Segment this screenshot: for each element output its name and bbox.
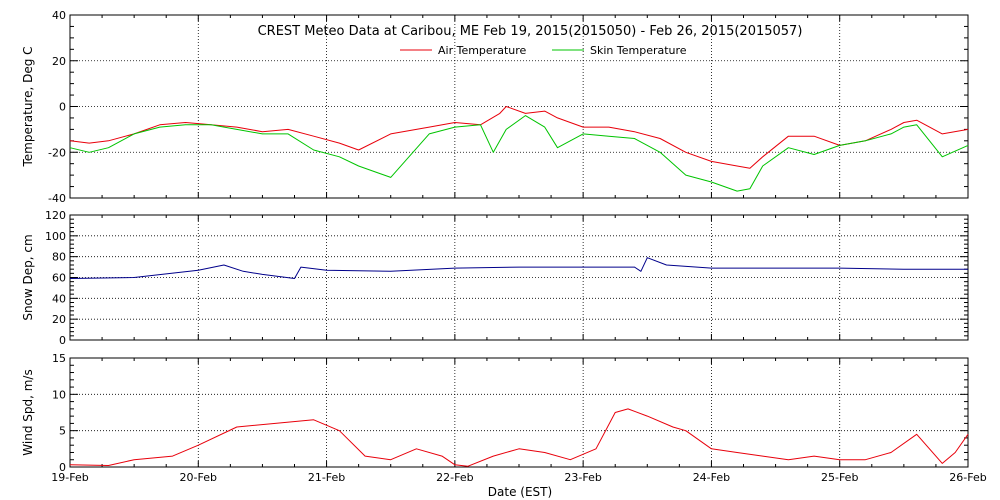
y-tick-label: 40 [52, 292, 66, 305]
y-tick-label: 0 [59, 101, 66, 114]
plot-frame [69, 357, 969, 468]
y-tick-label: 15 [52, 352, 66, 365]
x-axis-label: Date (EST) [488, 485, 552, 499]
x-tick-label: 22-Feb [436, 471, 473, 484]
y-tick-label: 100 [45, 230, 66, 243]
y-tick-label: -40 [48, 192, 66, 205]
panel-temperature: -40 -20 0 20 40 Temperature, Deg C [21, 9, 969, 205]
y-tick-label: 10 [52, 388, 66, 401]
y-tick-label: 0 [59, 461, 66, 474]
panels: -40 -20 0 20 40 Temperature, Deg C 0 20 40 60 80 10… [21, 9, 987, 484]
x-tick-label: 25-Feb [821, 471, 858, 484]
y-tick-label: 20 [52, 55, 66, 68]
y-tick-label: 60 [52, 272, 66, 285]
legend: Air Temperature Skin Temperature [400, 44, 687, 57]
series-line-wind_speed-0 [69, 408, 969, 467]
series-line-snow_depth-0 [69, 257, 968, 279]
y-axis-label: Temperature, Deg C [21, 46, 35, 167]
y-tick-label: -20 [48, 146, 66, 159]
plot-frame [69, 14, 969, 199]
panel-snow_depth: 0 20 40 60 80 100 120 Snow Dep, cm [21, 209, 969, 347]
series-line-temperature-1 [69, 115, 969, 192]
y-tick-label: 40 [52, 9, 66, 22]
x-tick-label: 26-Feb [949, 471, 986, 484]
legend-air-label: Air Temperature [438, 44, 527, 57]
y-tick-label: 20 [52, 313, 66, 326]
y-tick-label: 0 [59, 334, 66, 347]
y-tick-label: 80 [52, 251, 66, 264]
x-tick-label: 23-Feb [564, 471, 601, 484]
y-tick-label: 120 [45, 209, 66, 222]
chart-title: CREST Meteo Data at Caribou, ME Feb 19, … [258, 24, 803, 39]
y-axis-label: Wind Spd, m/s [21, 369, 35, 455]
y-axis-label: Snow Dep, cm [21, 234, 35, 320]
y-tick-label: 5 [59, 425, 66, 438]
panel-wind_speed: 19-Feb 20-Feb 21-Feb 22-Feb 23-Feb 24-Feb 25-F… [21, 352, 987, 484]
series-line-temperature-0 [69, 106, 969, 169]
x-tick-label: 24-Feb [693, 471, 730, 484]
x-tick-label: 21-Feb [308, 471, 345, 484]
x-tick-label: 19-Feb [51, 471, 88, 484]
legend-skin-label: Skin Temperature [590, 44, 687, 57]
plot-frame [69, 214, 969, 341]
x-tick-label: 20-Feb [180, 471, 217, 484]
